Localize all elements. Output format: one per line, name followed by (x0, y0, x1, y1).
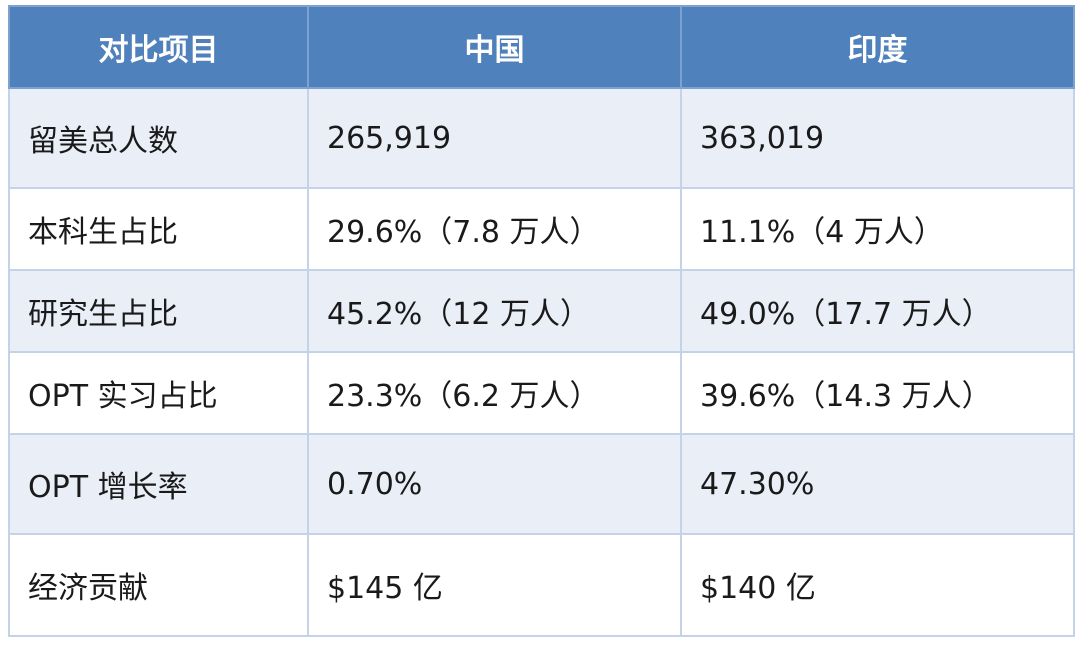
table-cell: 11.1%（4 万人） (680, 187, 1075, 271)
table-row: 本科生占比 29.6%（7.8 万人） 11.1%（4 万人） (8, 187, 1075, 271)
table-row: 研究生占比 45.2%（12 万人） 49.0%（17.7 万人） (8, 269, 1075, 353)
row-label: 本科生占比 (8, 187, 309, 271)
table-cell: $145 亿 (307, 533, 682, 637)
header-cell: 印度 (680, 5, 1075, 89)
table-cell: 0.70% (307, 433, 682, 535)
table-cell: $140 亿 (680, 533, 1075, 637)
row-label: 经济贡献 (8, 533, 309, 637)
row-label: OPT 增长率 (8, 433, 309, 535)
comparison-table: 对比项目 中国 印度 留美总人数 265,919 363,019 本科生占比 29.6%（7… (8, 5, 1075, 637)
row-label: 留美总人数 (8, 87, 309, 189)
row-label: 研究生占比 (8, 269, 309, 353)
table-row: 经济贡献 $145 亿 $140 亿 (8, 533, 1075, 637)
table-row: 留美总人数 265,919 363,019 (8, 87, 1075, 189)
header-cell: 对比项目 (8, 5, 309, 89)
table-cell: 49.0%（17.7 万人） (680, 269, 1075, 353)
header-cell: 中国 (307, 5, 682, 89)
table-cell: 45.2%（12 万人） (307, 269, 682, 353)
table-body: 留美总人数 265,919 363,019 本科生占比 29.6%（7.8 万人） 11.… (8, 87, 1075, 637)
table-row: OPT 实习占比 23.3%（6.2 万人） 39.6%（14.3 万人） (8, 351, 1075, 435)
table-row: OPT 增长率 0.70% 47.30% (8, 433, 1075, 535)
row-label: OPT 实习占比 (8, 351, 309, 435)
table-cell: 23.3%（6.2 万人） (307, 351, 682, 435)
table-cell: 363,019 (680, 87, 1075, 189)
table-cell: 39.6%（14.3 万人） (680, 351, 1075, 435)
table-cell: 47.30% (680, 433, 1075, 535)
header-row: 对比项目 中国 印度 (8, 5, 1075, 89)
table-cell: 265,919 (307, 87, 682, 189)
table-cell: 29.6%（7.8 万人） (307, 187, 682, 271)
